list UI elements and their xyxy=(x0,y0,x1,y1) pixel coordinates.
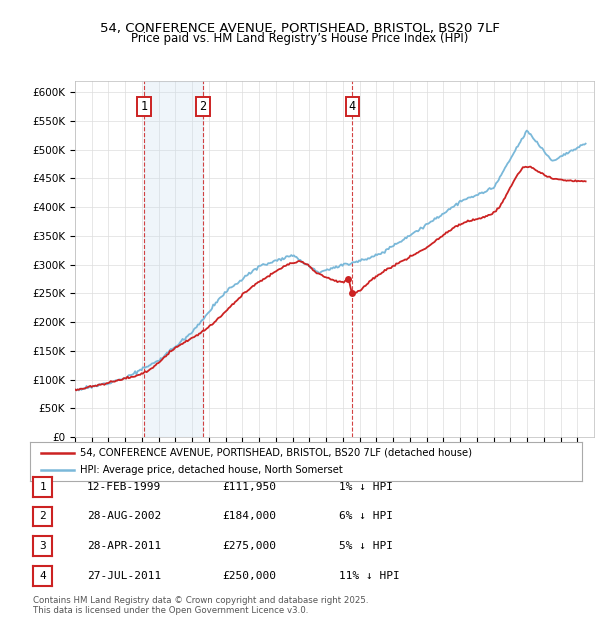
Text: Contains HM Land Registry data © Crown copyright and database right 2025.
This d: Contains HM Land Registry data © Crown c… xyxy=(33,596,368,615)
Text: 28-AUG-2002: 28-AUG-2002 xyxy=(87,512,161,521)
Text: 12-FEB-1999: 12-FEB-1999 xyxy=(87,482,161,492)
Text: £111,950: £111,950 xyxy=(222,482,276,492)
Text: 3: 3 xyxy=(39,541,46,551)
Text: 1: 1 xyxy=(140,100,148,113)
Text: £250,000: £250,000 xyxy=(222,571,276,581)
Text: 6% ↓ HPI: 6% ↓ HPI xyxy=(339,512,393,521)
Text: 11% ↓ HPI: 11% ↓ HPI xyxy=(339,571,400,581)
Text: 4: 4 xyxy=(349,100,356,113)
Text: HPI: Average price, detached house, North Somerset: HPI: Average price, detached house, Nort… xyxy=(80,465,343,475)
Text: £184,000: £184,000 xyxy=(222,512,276,521)
Text: 28-APR-2011: 28-APR-2011 xyxy=(87,541,161,551)
Text: 5% ↓ HPI: 5% ↓ HPI xyxy=(339,541,393,551)
Text: £275,000: £275,000 xyxy=(222,541,276,551)
Text: 1: 1 xyxy=(39,482,46,492)
Text: 54, CONFERENCE AVENUE, PORTISHEAD, BRISTOL, BS20 7LF: 54, CONFERENCE AVENUE, PORTISHEAD, BRIST… xyxy=(100,22,500,35)
Text: 1% ↓ HPI: 1% ↓ HPI xyxy=(339,482,393,492)
Text: 2: 2 xyxy=(39,512,46,521)
Bar xyxy=(144,81,203,437)
Text: 27-JUL-2011: 27-JUL-2011 xyxy=(87,571,161,581)
Text: 54, CONFERENCE AVENUE, PORTISHEAD, BRISTOL, BS20 7LF (detached house): 54, CONFERENCE AVENUE, PORTISHEAD, BRIST… xyxy=(80,448,472,458)
Text: 4: 4 xyxy=(39,571,46,581)
Text: Price paid vs. HM Land Registry’s House Price Index (HPI): Price paid vs. HM Land Registry’s House … xyxy=(131,32,469,45)
Text: 2: 2 xyxy=(200,100,206,113)
